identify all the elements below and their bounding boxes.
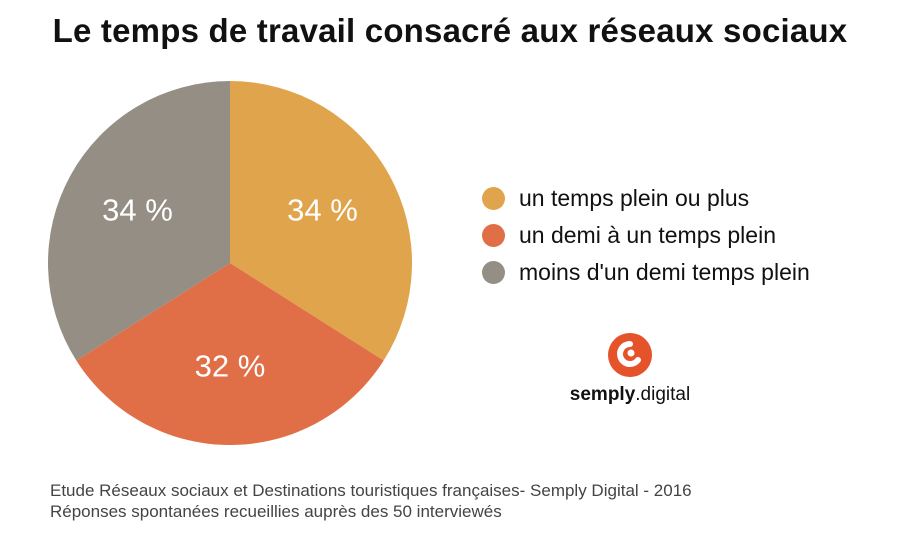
pie-slice — [47, 80, 230, 361]
legend-swatch — [482, 187, 505, 210]
pie-slice — [76, 263, 384, 445]
pie-slice-label: 32 % — [195, 349, 266, 384]
legend: un temps plein ou plus un demi à un temp… — [482, 180, 810, 291]
legend-swatch — [482, 261, 505, 284]
footer-line-1: Etude Réseaux sociaux et Destinations to… — [50, 481, 692, 500]
pie-slice — [230, 81, 413, 361]
legend-label: un temps plein ou plus — [519, 185, 750, 211]
pie-slice-label: 34 % — [102, 192, 173, 227]
legend-label: moins d'un demi temps plein — [519, 259, 810, 285]
legend-item-less-than-half: moins d'un demi temps plein — [482, 254, 810, 291]
footer-source: Etude Réseaux sociaux et Destinations to… — [50, 480, 692, 522]
chart-title: Le temps de travail consacré aux réseaux… — [52, 12, 848, 49]
legend-item-half-to-full: un demi à un temps plein — [482, 217, 810, 254]
semply-logo-icon — [608, 333, 652, 377]
legend-label: un demi à un temps plein — [519, 222, 776, 248]
pie-slice-label: 34 % — [287, 192, 358, 227]
legend-item-full-time: un temps plein ou plus — [482, 180, 810, 217]
legend-swatch — [482, 224, 505, 247]
footer-line-2: Réponses spontanées recueillies auprès d… — [50, 502, 502, 521]
logo-text: semply.digital — [569, 384, 691, 405]
semply-logo: semply.digital — [560, 330, 700, 406]
